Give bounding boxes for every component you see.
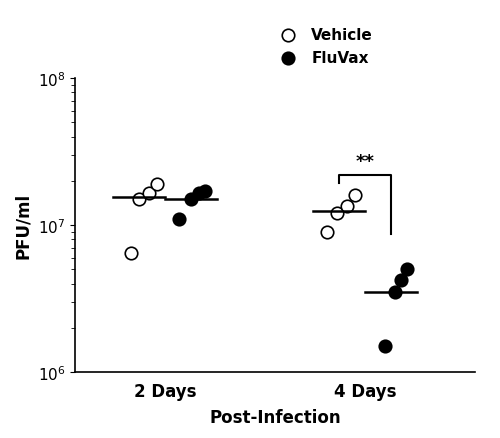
Y-axis label: PFU/ml: PFU/ml: [14, 193, 32, 258]
FluVax: [201, 188, 209, 195]
Vehicle: [135, 196, 143, 203]
Vehicle: [127, 250, 135, 257]
Point: [403, 266, 411, 273]
Point: [391, 289, 399, 296]
FluVax: [187, 196, 195, 203]
Point: [343, 203, 351, 210]
X-axis label: Post-Infection: Post-Infection: [209, 408, 341, 426]
Point: [397, 277, 405, 284]
FluVax: [195, 190, 203, 197]
FluVax: [175, 216, 183, 223]
Point: [351, 192, 359, 199]
Point: [381, 343, 389, 350]
Legend: Vehicle, FluVax: Vehicle, FluVax: [267, 22, 379, 72]
Text: **: **: [356, 152, 374, 170]
Point: [323, 229, 331, 236]
Vehicle: [153, 181, 161, 188]
Vehicle: [145, 190, 153, 197]
Point: [333, 210, 341, 217]
